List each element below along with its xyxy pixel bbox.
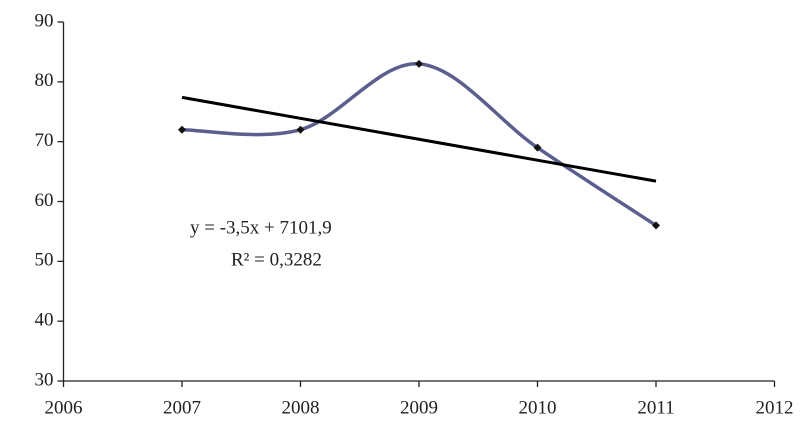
point-marker — [415, 59, 423, 68]
point-marker — [533, 143, 542, 152]
y-tick-label: 50 — [35, 250, 54, 271]
y-tick-label: 70 — [35, 130, 54, 151]
y-tick-label: 30 — [35, 369, 54, 390]
y-tick-label: 40 — [35, 310, 54, 331]
x-tick-label: 2007 — [163, 397, 201, 418]
point-marker — [652, 221, 660, 230]
y-tick-label: 60 — [35, 190, 54, 211]
y-tick-label: 90 — [35, 10, 54, 31]
x-tick-label: 2011 — [637, 397, 674, 418]
x-tick-label: 2010 — [519, 397, 557, 418]
series-line — [181, 62, 657, 227]
r-squared: R² = 0,3282 — [231, 249, 322, 270]
x-tick-label: 2008 — [282, 397, 320, 418]
x-tick-label: 2009 — [400, 397, 438, 418]
trend-equation: y = -3,5x + 7101,9 — [190, 217, 332, 238]
y-tick-label: 80 — [35, 70, 54, 91]
point-marker — [296, 125, 305, 134]
point-marker — [178, 125, 186, 134]
x-tick-label: 2006 — [45, 397, 83, 418]
trendline — [181, 95, 657, 183]
x-tick-label: 2012 — [756, 397, 794, 418]
